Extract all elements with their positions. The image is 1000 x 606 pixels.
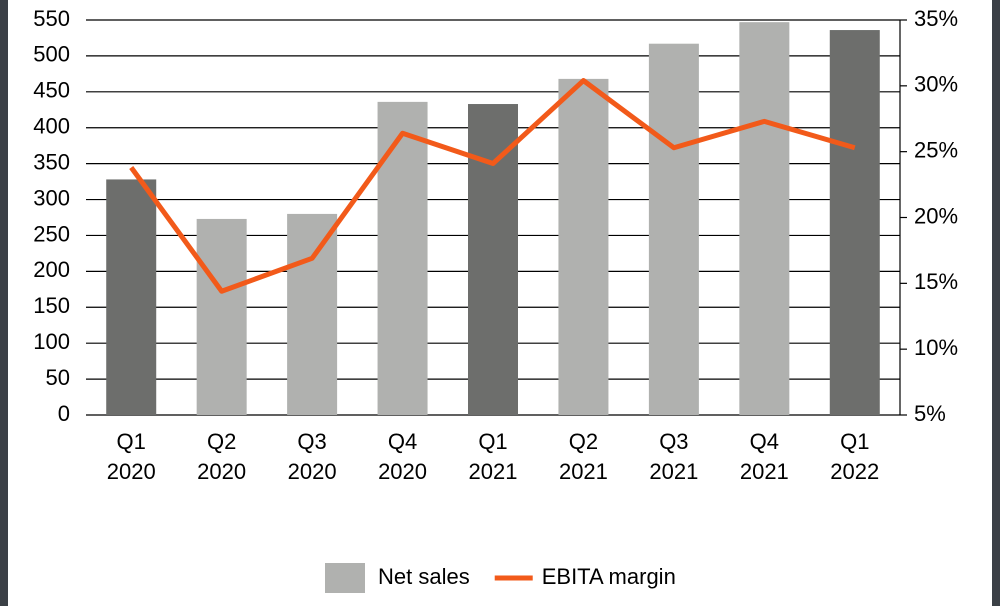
x-tick-label: Q2 2020 — [192, 427, 252, 487]
y2-tick-label: 20% — [914, 203, 958, 228]
y-tick-label: 150 — [33, 293, 70, 318]
y-tick-label: 300 — [33, 185, 70, 210]
page: 0 50 100 150 200 250 300 350 400 450 500 550 5% 10% 15… — [0, 0, 1000, 606]
bar — [649, 44, 699, 415]
y2-tick-label: 25% — [914, 137, 958, 162]
x-tick-label: Q1 2021 — [463, 427, 523, 487]
y-tick-label: 450 — [33, 78, 70, 103]
y-tick-label: 550 — [33, 6, 70, 31]
y-tick-label: 200 — [33, 257, 70, 282]
bar — [739, 22, 789, 415]
bar — [197, 219, 247, 415]
y-tick-label: 100 — [33, 329, 70, 354]
x-tick-label: Q4 2020 — [373, 427, 433, 487]
y2-tick-label: 5% — [914, 401, 946, 426]
y-tick-label: 500 — [33, 42, 70, 67]
bar — [287, 214, 337, 415]
bar — [378, 102, 428, 415]
chart: 0 50 100 150 200 250 300 350 400 450 500 550 5% 10% 15… — [0, 0, 1000, 606]
x-tick-label: Q2 2021 — [553, 427, 613, 487]
x-tick-label: Q3 2021 — [644, 427, 704, 487]
x-tick-label: Q1 2022 — [825, 427, 885, 487]
x-tick-label: Q1 2020 — [101, 427, 161, 487]
y-tick-label: 0 — [58, 401, 70, 426]
y-tick-label: 250 — [33, 221, 70, 246]
y-tick-label: 50 — [46, 365, 70, 390]
bar — [106, 179, 156, 415]
y2-tick-label: 10% — [914, 335, 958, 360]
bar — [830, 30, 880, 415]
y-tick-label: 350 — [33, 149, 70, 174]
y2-tick-label: 30% — [914, 72, 958, 97]
legend-swatch — [325, 563, 365, 593]
y2-tick-label: 35% — [914, 6, 958, 31]
y2-tick-label: 15% — [914, 269, 958, 294]
x-tick-label: Q3 2020 — [282, 427, 342, 487]
legend-label: Net sales — [378, 564, 470, 589]
x-tick-label: Q4 2021 — [734, 427, 794, 487]
y-tick-label: 400 — [33, 114, 70, 139]
bar — [558, 79, 608, 415]
legend-label: EBITA margin — [542, 564, 676, 589]
